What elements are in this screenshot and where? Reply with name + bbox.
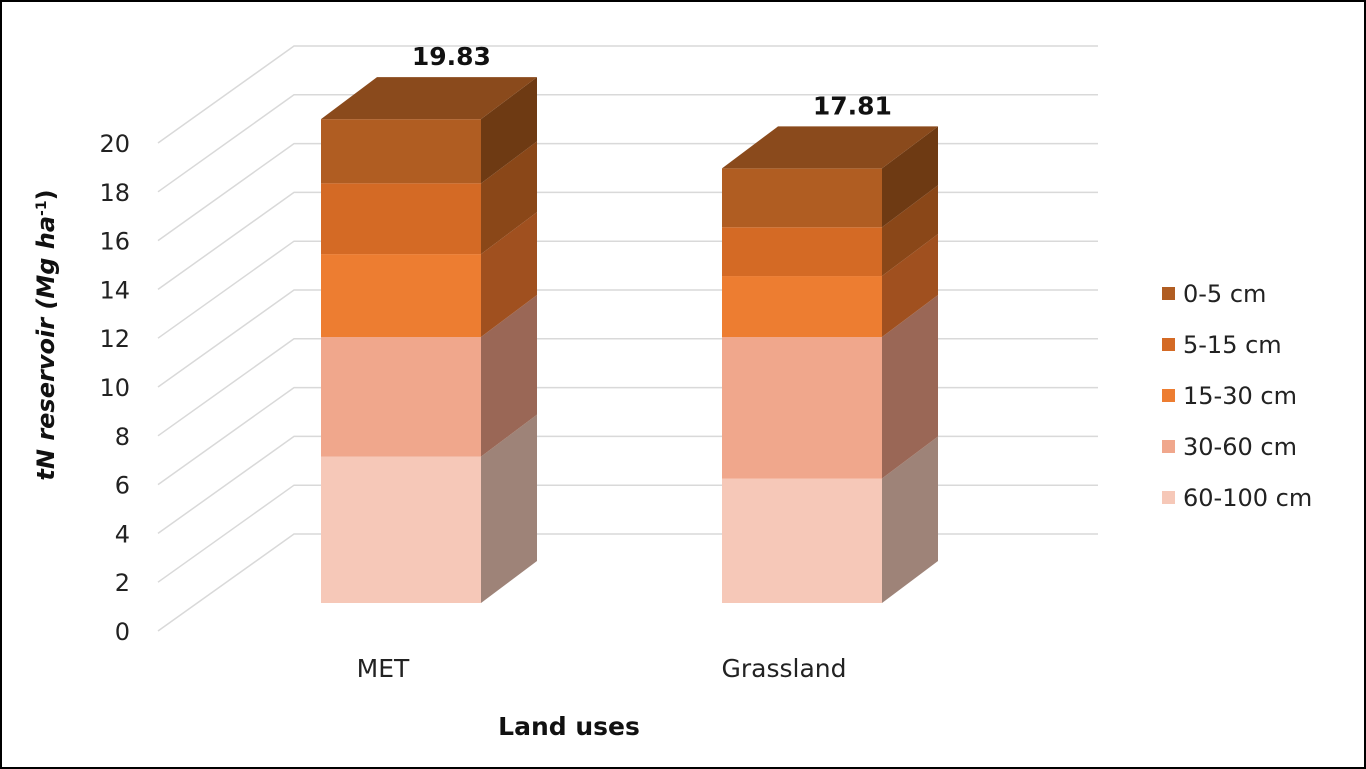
y-tick-label: 4 [115, 520, 130, 548]
legend-item: 30-60 cm [1162, 421, 1312, 472]
y-tick-label: 18 [99, 179, 130, 207]
legend-item: 5-15 cm [1162, 319, 1312, 370]
legend-label: 30-60 cm [1183, 432, 1297, 461]
y-axis-title: tN reservoir (Mg ha-1) [32, 189, 60, 480]
legend-swatch [1162, 491, 1175, 504]
y-tick-label: 14 [99, 276, 130, 304]
y-axis-title-sup: -1 [34, 200, 50, 216]
x-tick-label: MET [357, 654, 410, 683]
y-tick-label: 0 [115, 618, 130, 646]
x-tick-labels: MET Grassland [357, 654, 847, 683]
y-tick-label: 6 [115, 472, 130, 500]
legend-label: 60-100 cm [1183, 483, 1313, 512]
gridline [157, 94, 1098, 193]
bar-segment [722, 234, 938, 338]
y-tick-labels: 0 2 4 6 8 10 12 14 16 18 20 [99, 130, 130, 646]
y-axis-title-close: ) [32, 189, 60, 200]
legend-item: 0-5 cm [1162, 268, 1312, 319]
legend-label: 15-30 cm [1183, 381, 1297, 410]
legend-label: 0-5 cm [1183, 279, 1267, 308]
legend: 0-5 cm 5-15 cm 15-30 cm 30-60 cm 60-100 cm [1162, 268, 1312, 523]
legend-swatch [1162, 287, 1175, 300]
bar-top [321, 77, 537, 120]
bar-segment [722, 436, 938, 603]
legend-item: 60-100 cm [1162, 472, 1312, 523]
y-tick-label: 8 [115, 423, 130, 451]
y-tick-label: 12 [99, 325, 130, 353]
gridline [157, 45, 1098, 144]
bar-segment [321, 295, 537, 457]
y-tick-label: 16 [99, 228, 130, 256]
x-axis-title: Land uses [498, 712, 640, 741]
bar-segment [321, 141, 537, 255]
total-labels: 19.83 17.81 [412, 42, 892, 120]
total-label: 17.81 [813, 91, 892, 120]
legend-swatch [1162, 389, 1175, 402]
total-label: 19.83 [412, 42, 491, 71]
x-tick-label: Grassland [722, 654, 847, 683]
legend-swatch [1162, 440, 1175, 453]
bars [321, 77, 938, 603]
bar-segment [321, 414, 537, 603]
bar-top [722, 126, 938, 169]
bar-segment [321, 77, 537, 184]
legend-label: 5-15 cm [1183, 330, 1282, 359]
bar-segment [722, 185, 938, 277]
bar-segment [722, 126, 938, 228]
y-tick-label: 20 [99, 130, 130, 158]
y-tick-label: 2 [115, 569, 130, 597]
bar-segment [722, 295, 938, 479]
y-tick-label: 10 [99, 374, 130, 402]
y-axis-title-main: tN reservoir (Mg ha [32, 216, 60, 481]
legend-swatch [1162, 338, 1175, 351]
legend-item: 15-30 cm [1162, 370, 1312, 421]
bar-segment [321, 212, 537, 338]
